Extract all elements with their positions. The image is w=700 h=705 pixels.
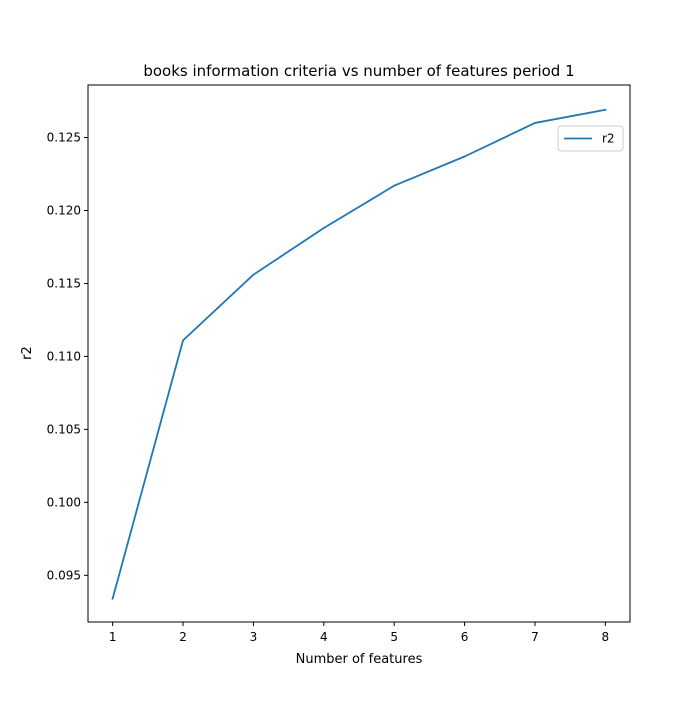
y-tick-label: 0.100	[47, 495, 81, 509]
series-line-0	[111, 108, 607, 600]
x-tick-label: 5	[390, 630, 398, 644]
data-point	[182, 339, 184, 342]
data-point	[604, 108, 607, 111]
x-tick-label: 1	[109, 630, 117, 644]
chart-title: books information criteria vs number of …	[143, 62, 574, 80]
x-tick-label: 2	[179, 630, 187, 644]
x-tick-label: 3	[250, 630, 258, 644]
data-point	[322, 227, 325, 229]
x-axis-label: Number of features	[296, 652, 423, 667]
y-tick-label: 0.115	[47, 276, 81, 290]
data-point	[111, 597, 114, 600]
data-point	[393, 184, 396, 187]
y-tick-label: 0.095	[47, 568, 81, 582]
x-tick-label: 7	[531, 630, 539, 644]
y-tick-label: 0.125	[47, 131, 81, 145]
x-tick-label: 8	[602, 630, 610, 644]
y-tick-label: 0.105	[47, 422, 81, 436]
y-tick-label: 0.120	[47, 203, 81, 217]
y-tick-label: 0.110	[47, 349, 81, 363]
data-point	[534, 122, 536, 124]
x-tick-label: 4	[320, 630, 328, 644]
legend-label: r2	[602, 132, 615, 146]
data-point	[463, 155, 466, 158]
data-point	[252, 273, 255, 276]
y-axis-label: r2	[20, 346, 35, 360]
x-tick-label: 6	[461, 630, 469, 644]
axes-frame	[87, 84, 631, 623]
plot-area: 1 2 3 4 5 6 7 8 0.095 0.100 0.105 0.110 0.115 0.120 0.…	[47, 84, 631, 644]
